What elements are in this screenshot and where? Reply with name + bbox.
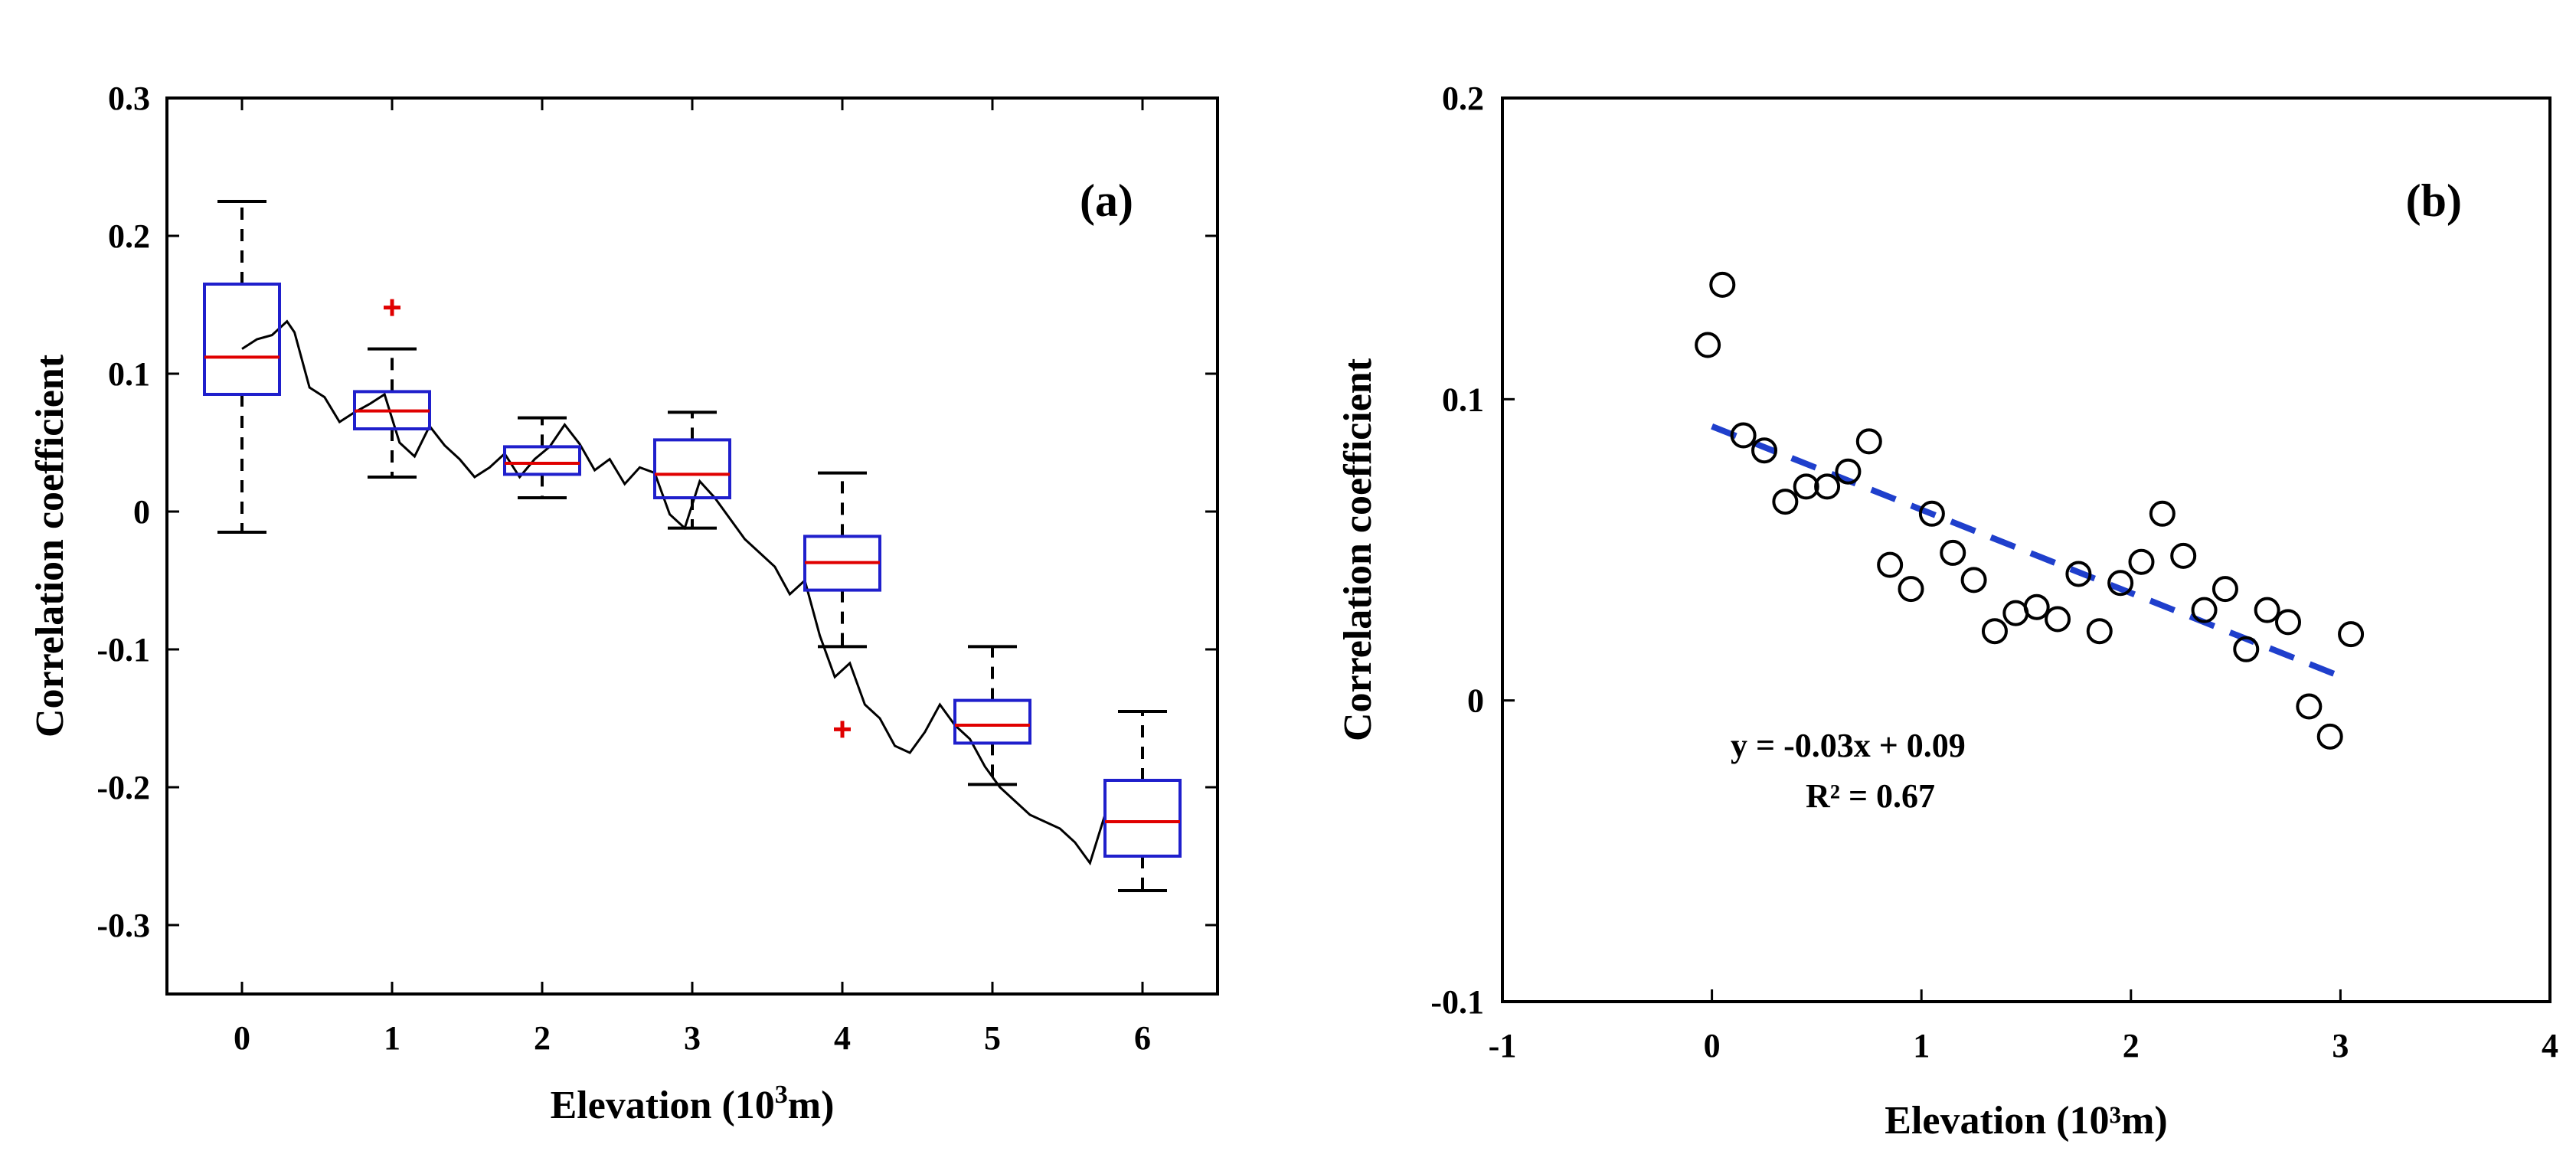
scatter-point xyxy=(1709,271,1736,298)
scatter-point xyxy=(1940,539,1966,566)
y-tick-label: 0.3 xyxy=(108,80,150,117)
x-tick-label: 0 xyxy=(234,1019,250,1057)
trend-line xyxy=(1711,423,2342,679)
y-tick-label: 0 xyxy=(133,493,150,531)
y-axis-label: Correlation coefficient xyxy=(28,354,72,737)
y-axis-label: Correlation coefficient xyxy=(1336,358,1380,741)
box-iqr xyxy=(1103,779,1182,858)
panel-a-chart: 0.3 0.2 0.1 0 -0.1 -0.2 -0.3 0 1 2 3 4 5 6 Elevation (… xyxy=(28,80,1219,1127)
box-iqr xyxy=(203,283,281,396)
box-2 xyxy=(503,416,581,499)
y-tick-label: 0 xyxy=(1467,682,1484,720)
scatter-point xyxy=(2023,593,2050,620)
box-6 xyxy=(1103,710,1182,892)
scatter-point xyxy=(2149,500,2176,527)
panel-b-axes-frame xyxy=(1501,96,2551,1003)
x-axis-label-end: m) xyxy=(788,1084,835,1127)
x-tick-label: 4 xyxy=(834,1019,851,1057)
x-axis-label-main: Elevation (10 xyxy=(551,1084,775,1127)
scatter-point xyxy=(1730,422,1757,449)
scatter-point xyxy=(1918,500,1945,527)
scatter-point xyxy=(2107,570,2134,597)
y-tick-label: -0.2 xyxy=(96,769,150,806)
y-tick-label: 0.2 xyxy=(108,217,150,255)
box-4 xyxy=(803,471,881,738)
series-line-profile xyxy=(241,319,1107,866)
x-tick-label: 4 xyxy=(2542,1027,2558,1064)
y-tick-label: -0.1 xyxy=(1430,983,1484,1021)
scatter-point xyxy=(1751,437,1777,464)
x-tick-label: 2 xyxy=(2123,1027,2140,1064)
regression-equation: y = -0.03x + 0.09 xyxy=(1731,727,1966,764)
scatter-point xyxy=(1814,473,1841,500)
scatter-point xyxy=(2170,542,2197,569)
x-tick-label: 1 xyxy=(1913,1027,1930,1064)
scatter-point xyxy=(1855,428,1882,455)
panel-a-axes-frame xyxy=(165,96,1219,996)
y-tick-label: -0.1 xyxy=(96,631,150,669)
r-squared-label: R² = 0.67 xyxy=(1806,777,1935,815)
box-iqr xyxy=(653,438,731,500)
y-tick-label: 0.2 xyxy=(1442,80,1484,117)
y-tick-label: 0.1 xyxy=(108,355,150,393)
scatter-point xyxy=(2002,600,2029,626)
scatter-point xyxy=(2233,636,2260,662)
scatter-point xyxy=(1835,458,1862,485)
box-3 xyxy=(653,410,731,530)
outlier-marker xyxy=(834,721,851,738)
box-0 xyxy=(203,200,281,534)
panel-label-a: (a) xyxy=(1080,175,1133,226)
scatter-point xyxy=(2275,609,2301,636)
scatter-point xyxy=(1793,473,1819,500)
scatter-point xyxy=(2045,606,2071,633)
box-iqr xyxy=(953,698,1031,745)
x-tick-label: 2 xyxy=(534,1019,551,1057)
box-1 xyxy=(353,299,431,479)
y-tick-label: 0.1 xyxy=(1442,381,1484,418)
scatter-point xyxy=(1898,576,1924,603)
x-axis-label: Elevation (10³m) xyxy=(1885,1099,2167,1143)
x-tick-label: 6 xyxy=(1134,1019,1151,1057)
scatter-point xyxy=(2128,548,2155,575)
outlier-marker xyxy=(384,299,400,316)
scatter-point xyxy=(1877,551,1904,578)
panel-label-b: (b) xyxy=(2406,175,2462,226)
y-tick-label: -0.3 xyxy=(96,907,150,944)
x-tick-label: 1 xyxy=(384,1019,400,1057)
scatter-point xyxy=(2296,693,2323,720)
x-tick-label: 5 xyxy=(984,1019,1001,1057)
scatter-point xyxy=(1981,618,2008,645)
box-5 xyxy=(953,645,1031,786)
scatter-point xyxy=(2212,576,2238,603)
scatter-point xyxy=(2316,723,2343,750)
box-iqr xyxy=(503,445,581,476)
panel-b-chart: 0.2 0.1 0 -0.1-1 0 1 2 3 4 y = -0.03x + 0.09 R² = … xyxy=(1336,80,2558,1143)
scatter-point xyxy=(2086,618,2113,645)
scatter-point xyxy=(1960,567,1987,593)
scatter-point xyxy=(2065,561,2092,587)
x-axis-label: Elevation (103m) xyxy=(551,1081,835,1127)
x-tick-label: 0 xyxy=(1704,1027,1721,1064)
scatter-point xyxy=(2338,621,2365,648)
x-tick-label: 3 xyxy=(2332,1027,2349,1064)
scatter-point xyxy=(1695,332,1721,358)
scatter-point xyxy=(2191,597,2218,623)
x-tick-label: -1 xyxy=(1489,1027,1517,1064)
scatter-point xyxy=(2254,597,2280,623)
x-axis-label-sup: 3 xyxy=(775,1081,788,1109)
scatter-point xyxy=(1772,489,1799,515)
x-tick-label: 3 xyxy=(684,1019,701,1057)
